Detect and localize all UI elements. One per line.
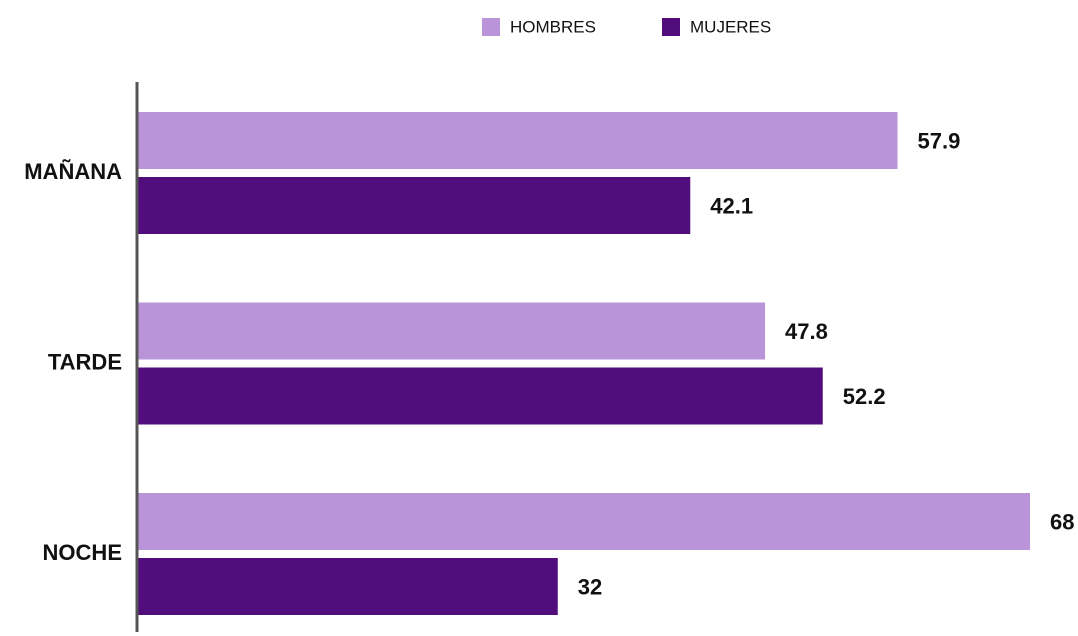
legend-swatch xyxy=(482,18,500,36)
bar xyxy=(138,367,823,425)
y-tick-label: NOCHE xyxy=(43,540,122,565)
y-tick-label: MAÑANA xyxy=(24,159,122,184)
bar xyxy=(138,558,558,615)
legend-swatch xyxy=(662,18,680,36)
bar xyxy=(138,177,691,234)
data-label: 47.8 xyxy=(785,319,828,344)
legend-label: MUJERES xyxy=(690,17,771,36)
data-label: 52.2 xyxy=(843,384,886,409)
data-label: 32 xyxy=(578,574,602,599)
bar xyxy=(138,112,898,169)
data-label: 57.9 xyxy=(918,128,961,153)
legend-label: HOMBRES xyxy=(510,17,596,36)
data-label: 42.1 xyxy=(710,193,753,218)
bar xyxy=(138,493,1030,550)
bar xyxy=(138,302,766,360)
y-tick-label: TARDE xyxy=(48,349,122,374)
data-label: 68 xyxy=(1050,509,1074,534)
